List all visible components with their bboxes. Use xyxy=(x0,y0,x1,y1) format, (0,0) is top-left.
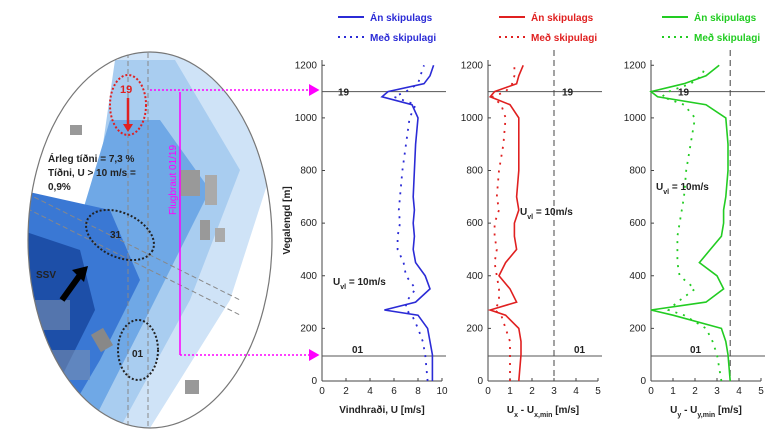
profile-line xyxy=(651,65,730,381)
profile-line xyxy=(492,65,514,381)
x-tick-label: 2 xyxy=(529,386,535,397)
y-tick-label: 0 xyxy=(640,376,646,387)
x-tick-label: 4 xyxy=(573,386,579,397)
annotation-part: U xyxy=(333,277,340,288)
x-tick-label: 4 xyxy=(367,386,373,397)
y-axis-label: Vegalengd [m] xyxy=(282,186,293,254)
legend-label: Án skipulags xyxy=(694,11,757,24)
x-axis-label-part: Vindhraði, U [m/s] xyxy=(339,404,424,416)
x-axis-label: Vindhraði, U [m/s] xyxy=(339,404,424,416)
x-axis-label-part: x,min xyxy=(534,412,552,419)
annotation: Uvl = 10m/s xyxy=(333,277,386,291)
y-tick-label: 600 xyxy=(629,218,646,229)
x-tick-label: 5 xyxy=(595,386,601,397)
y-tick-label: 400 xyxy=(300,271,317,282)
y-tick-label: 600 xyxy=(466,218,483,229)
x-tick-label: 1 xyxy=(507,386,513,397)
annotation-part: = 10m/s xyxy=(533,207,573,218)
y-tick-label: 1200 xyxy=(461,60,484,71)
reference-label: 01 xyxy=(690,345,702,356)
legend-label: Án skipulags xyxy=(370,11,433,24)
annotation-part: = 10m/s xyxy=(346,277,386,288)
map-label: 19 xyxy=(120,84,132,96)
y-tick-label: 200 xyxy=(300,323,317,334)
y-tick-label: 800 xyxy=(466,166,483,177)
y-tick-label: 0 xyxy=(311,376,317,387)
y-tick-label: 800 xyxy=(629,166,646,177)
map-label: Árleg tíðni = 7,3 % xyxy=(48,152,135,165)
legend-label: Með skipulagi xyxy=(531,32,597,44)
x-axis-label-part: [m/s] xyxy=(715,405,742,416)
x-tick-label: 8 xyxy=(415,386,421,397)
y-tick-label: 1000 xyxy=(461,113,484,124)
x-tick-label: 3 xyxy=(714,386,720,397)
x-tick-label: 0 xyxy=(485,386,491,397)
reference-label: 19 xyxy=(678,88,690,99)
x-tick-label: 5 xyxy=(758,386,764,397)
legend-label: Án skipulags xyxy=(531,11,594,24)
profile-line xyxy=(490,65,523,381)
map-label: Tíðni, U > 10 m/s = xyxy=(48,167,136,179)
annotation: Uvl = 10m/s xyxy=(656,182,709,196)
legend-label: Með skipulagi xyxy=(694,32,760,44)
reference-label: 01 xyxy=(352,345,364,356)
x-axis-label-part: y,min xyxy=(697,412,715,419)
x-axis-label-part: - U xyxy=(518,405,534,416)
x-tick-label: 4 xyxy=(736,386,742,397)
map-label: 01 xyxy=(132,349,144,360)
y-tick-label: 0 xyxy=(477,376,483,387)
profile-line xyxy=(382,65,434,381)
reference-label: 19 xyxy=(338,88,350,99)
x-tick-label: 2 xyxy=(692,386,698,397)
x-axis-label-part: U xyxy=(670,405,677,416)
x-tick-label: 3 xyxy=(551,386,557,397)
x-tick-label: 2 xyxy=(343,386,349,397)
map-label: SSV xyxy=(36,270,56,281)
annotation: Uvl = 10m/s xyxy=(520,207,573,221)
y-tick-label: 200 xyxy=(629,323,646,334)
y-tick-label: 600 xyxy=(300,218,317,229)
annotation-part: U xyxy=(656,182,663,193)
x-tick-label: 1 xyxy=(670,386,676,397)
profile-line xyxy=(662,65,721,381)
reference-label: 19 xyxy=(562,88,574,99)
x-tick-label: 10 xyxy=(436,386,448,397)
x-axis-label-part: U xyxy=(507,405,514,416)
y-tick-label: 1200 xyxy=(624,60,647,71)
reference-label: 01 xyxy=(574,345,586,356)
legend-label: Með skipulagi xyxy=(370,32,436,44)
y-tick-label: 1000 xyxy=(295,113,318,124)
x-axis-label-part: - U xyxy=(681,405,697,416)
y-tick-label: 1200 xyxy=(295,60,318,71)
x-axis-label: Ux - Ux,min [m/s] xyxy=(507,405,579,419)
y-tick-label: 200 xyxy=(466,323,483,334)
x-tick-label: 6 xyxy=(391,386,397,397)
y-tick-label: 800 xyxy=(300,166,317,177)
y-tick-label: 400 xyxy=(466,271,483,282)
map-label: Flugbraut 01/19 xyxy=(168,145,179,215)
x-tick-label: 0 xyxy=(319,386,325,397)
figure: 19 Árleg tíðni = 7,3 % Tíðni, U > 10 m/s… xyxy=(0,0,772,429)
y-tick-label: 1000 xyxy=(624,113,647,124)
x-axis-label: Uy - Uy,min [m/s] xyxy=(670,405,742,419)
map-label: 31 xyxy=(110,230,122,241)
map: 19 Árleg tíðni = 7,3 % Tíðni, U > 10 m/s… xyxy=(20,45,318,428)
y-tick-label: 400 xyxy=(629,271,646,282)
annotation-part: U xyxy=(520,207,527,218)
annotation-part: = 10m/s xyxy=(669,182,709,193)
profile-line xyxy=(394,65,428,381)
map-label: 0,9% xyxy=(48,182,71,193)
x-tick-label: 0 xyxy=(648,386,654,397)
x-axis-label-part: [m/s] xyxy=(552,405,579,416)
